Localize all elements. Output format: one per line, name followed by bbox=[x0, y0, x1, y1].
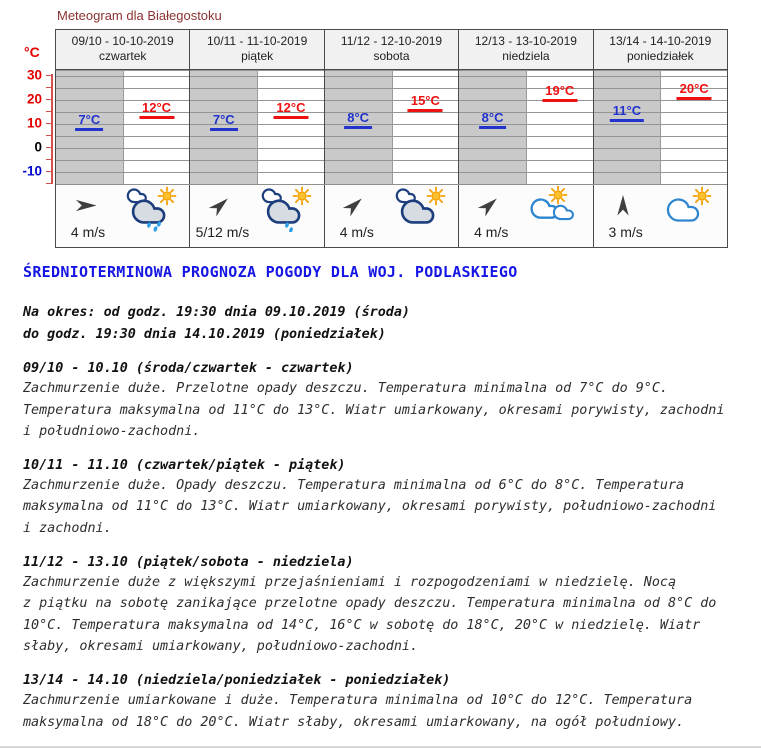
temp-max-label: 12°C bbox=[139, 100, 175, 120]
night-half: 7°C bbox=[190, 70, 258, 184]
y-tick-30: 30 bbox=[26, 67, 42, 83]
wind-speed: 4 m/s bbox=[474, 224, 509, 240]
forecast-section-body: Zachmurzenie umiarkowane i duże. Tempera… bbox=[23, 692, 693, 730]
forecast-period: Na okres: od godz. 19:30 dnia 09.10.2019… bbox=[23, 305, 410, 342]
temperature-plot: 7°C 12°C 7°C 12°C 8°C 15°C 8°C 19°C 11°C bbox=[56, 70, 728, 184]
y-axis-line bbox=[46, 74, 53, 185]
forecast-section-body: Zachmurzenie duże z większymi przejaśnie… bbox=[23, 574, 717, 655]
wind-direction-arrow-east bbox=[75, 198, 99, 216]
meteogram-table: 09/10 - 10-10-2019 czwartek 10/11 - 11-10… bbox=[55, 29, 728, 248]
day-date: 13/14 - 14-10-2019 bbox=[609, 34, 712, 48]
day-date: 12/13 - 13-10-2019 bbox=[474, 34, 577, 48]
temp-max-label: 20°C bbox=[676, 81, 712, 100]
forecast-section-body: Zachmurzenie duże. Przelotne opady deszc… bbox=[23, 381, 725, 440]
day-weekday: sobota bbox=[373, 49, 410, 63]
wind-speed: 5/12 m/s bbox=[195, 224, 250, 240]
y-axis: °C 30 20 10 0 -10 bbox=[0, 44, 55, 185]
wind-speed: 3 m/s bbox=[608, 224, 643, 240]
forecast-section: 13/14 - 14.10 (niedziela/poniedziałek - … bbox=[23, 673, 739, 733]
day-weekday: czwartek bbox=[99, 49, 147, 63]
day-foot-cell: 4 m/s bbox=[56, 185, 189, 247]
night-half: 8°C bbox=[324, 70, 392, 184]
wind-direction-arrow-northeast bbox=[343, 198, 367, 217]
day-half: 12°C bbox=[122, 70, 190, 184]
sun-cloud-rain-icon bbox=[123, 186, 181, 237]
temp-max-label: 19°C bbox=[542, 83, 578, 103]
day-column: 8°C 15°C bbox=[323, 70, 459, 184]
y-axis-unit-label: °C bbox=[24, 44, 40, 60]
day-date: 10/11 - 11-10-2019 bbox=[206, 34, 308, 48]
forecast-section-heading: 13/14 - 14.10 (niedziela/poniedziałek - … bbox=[23, 672, 451, 688]
forecast-section-heading: 10/11 - 11.10 (czwartek/piątek - piątek) bbox=[23, 457, 346, 473]
temp-min-label: 7°C bbox=[75, 112, 104, 132]
day-weekday: poniedziałek bbox=[626, 49, 694, 63]
day-half: 20°C bbox=[660, 70, 728, 184]
day-header: 10/11 - 11-10-2019 piątek bbox=[189, 30, 324, 70]
y-tick-m10: -10 bbox=[22, 163, 42, 179]
temp-max-label: 12°C bbox=[273, 100, 309, 120]
day-weekday: piątek bbox=[241, 49, 274, 63]
wind-direction-arrow-northeast bbox=[208, 198, 233, 217]
day-date: 11/12 - 12-10-2019 bbox=[340, 34, 443, 48]
sun-cloud-icon bbox=[392, 186, 450, 237]
day-column: 7°C 12°C bbox=[56, 70, 190, 184]
day-column: 7°C 12°C bbox=[189, 70, 324, 184]
sun-two-clouds-icon bbox=[527, 185, 585, 237]
sun-cloud-rain-icon bbox=[258, 186, 316, 237]
wind-direction-arrow-northeast bbox=[477, 198, 502, 217]
day-half: 19°C bbox=[525, 70, 593, 184]
forecast-section: 10/11 - 11.10 (czwartek/piątek - piątek)… bbox=[23, 458, 739, 540]
night-half: 7°C bbox=[56, 70, 123, 184]
day-foot-cell: 4 m/s bbox=[458, 185, 592, 247]
day-date: 09/10 - 10-10-2019 bbox=[71, 34, 174, 48]
temp-max-label: 15°C bbox=[407, 93, 443, 112]
meteogram-chart: °C 30 20 10 0 -10 09/10 - 10-10-2019 czwa… bbox=[0, 29, 761, 248]
day-foot-cell: 3 m/s bbox=[592, 185, 727, 247]
temp-min-label: 8°C bbox=[344, 110, 373, 129]
y-tick-0: 0 bbox=[34, 139, 42, 155]
day-half: 15°C bbox=[391, 70, 459, 184]
forecast-text-block: ŚREDNIOTERMINOWA PROGNOZA POGODY DLA WOJ… bbox=[23, 263, 739, 733]
day-column: 8°C 19°C bbox=[458, 70, 593, 184]
night-half: 11°C bbox=[593, 70, 661, 184]
day-foot-cell: 5/12 m/s bbox=[189, 185, 323, 247]
y-tick-10: 10 bbox=[26, 115, 42, 131]
day-header-row: 09/10 - 10-10-2019 czwartek 10/11 - 11-10… bbox=[56, 30, 728, 70]
wind-direction-arrow-north bbox=[612, 194, 636, 216]
day-header: 13/14 - 14-10-2019 poniedziałek bbox=[592, 30, 728, 70]
forecast-section: 09/10 - 10.10 (środa/czwartek - czwartek… bbox=[23, 361, 739, 443]
forecast-title: ŚREDNIOTERMINOWA PROGNOZA POGODY DLA WOJ… bbox=[23, 263, 518, 281]
day-header: 12/13 - 13-10-2019 niedziela bbox=[458, 30, 593, 70]
wind-and-weather-row: 4 m/s 5/12 m/s bbox=[56, 184, 727, 247]
day-half: 12°C bbox=[257, 70, 324, 184]
y-tick-20: 20 bbox=[26, 91, 42, 107]
forecast-section-heading: 09/10 - 10.10 (środa/czwartek - czwartek… bbox=[23, 361, 354, 376]
forecast-section: 11/12 - 13.10 (piątek/sobota - niedziela… bbox=[23, 555, 739, 658]
temp-min-label: 7°C bbox=[209, 112, 238, 132]
wind-speed: 4 m/s bbox=[339, 224, 374, 240]
sun-behind-cloud-icon bbox=[661, 186, 719, 237]
forecast-section-body: Zachmurzenie duże. Opady deszczu. Temper… bbox=[23, 477, 717, 536]
wind-speed: 4 m/s bbox=[70, 224, 106, 240]
forecast-section-heading: 11/12 - 13.10 (piątek/sobota - niedziela… bbox=[23, 554, 354, 570]
temp-min-label: 11°C bbox=[609, 103, 645, 122]
day-weekday: niedziela bbox=[502, 49, 550, 63]
day-header: 11/12 - 12-10-2019 sobota bbox=[323, 30, 459, 70]
temp-min-label: 8°C bbox=[478, 110, 507, 129]
meteogram-title: Meteogram dla Białegostoku bbox=[57, 8, 222, 23]
night-half: 8°C bbox=[459, 70, 526, 184]
day-header: 09/10 - 10-10-2019 czwartek bbox=[56, 30, 190, 70]
meteogram-page: Meteogram dla Białegostoku °C 30 20 10 0… bbox=[0, 8, 761, 748]
day-column: 11°C 20°C bbox=[592, 70, 728, 184]
day-foot-cell: 4 m/s bbox=[323, 185, 458, 247]
